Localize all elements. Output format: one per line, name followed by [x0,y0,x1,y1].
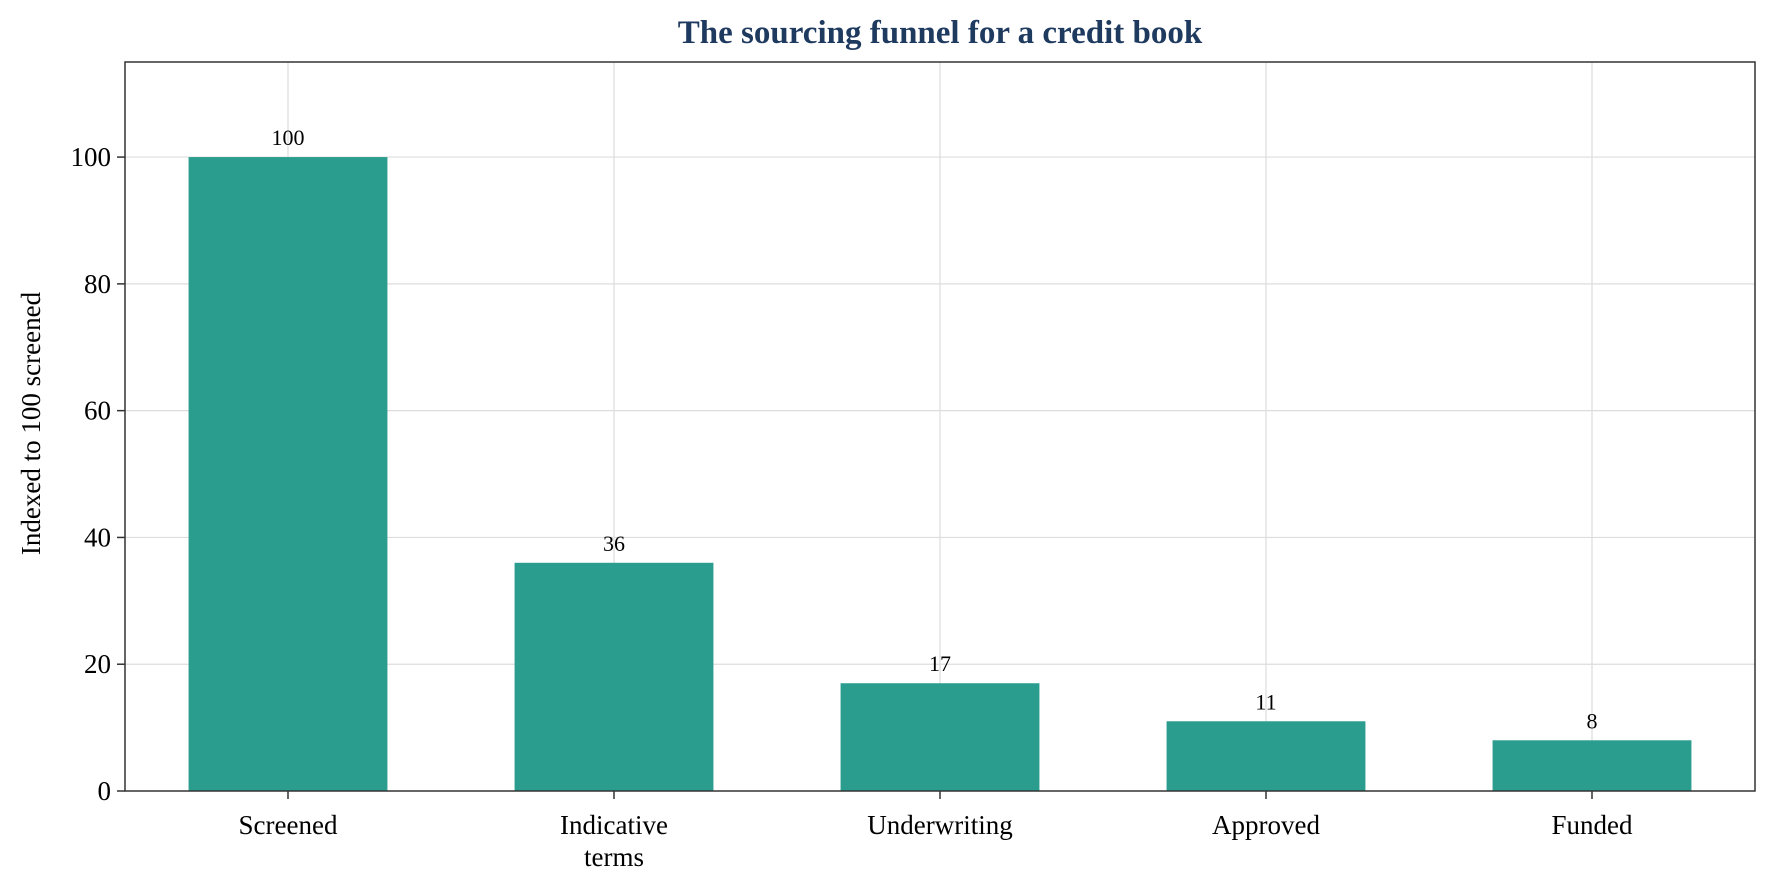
data-labels: 100 36 17 11 8 [272,125,1598,733]
chart-title: The sourcing funnel for a credit book [678,15,1203,51]
data-label: 8 [1587,708,1598,733]
data-label: 36 [603,531,625,556]
bar [840,683,1040,791]
bar-series [188,157,1692,791]
y-tick-label: 80 [84,269,111,299]
y-tick-label: 0 [98,776,112,806]
x-tick-label: Funded [1552,810,1634,840]
y-tick-label: 100 [71,142,112,172]
data-label: 100 [272,125,305,150]
y-tick-label: 60 [84,396,111,426]
bar [1492,740,1692,791]
x-tick-label: Approved [1212,810,1320,840]
y-tick-label: 40 [84,522,111,552]
y-tick-label: 20 [84,649,111,679]
x-tick-label: Screened [239,810,338,840]
y-axis-label: Indexed to 100 screened [16,291,46,555]
bar [514,562,714,791]
x-tick-label: Underwriting [867,810,1012,840]
data-label: 11 [1255,689,1276,714]
data-label: 17 [929,651,951,676]
axis-ticks: 0 20 40 60 80 100 Screened Indicative terms Under… [71,142,1634,872]
bar [1166,721,1366,791]
x-tick-label: Indicative terms [560,810,668,872]
bar [188,157,388,791]
